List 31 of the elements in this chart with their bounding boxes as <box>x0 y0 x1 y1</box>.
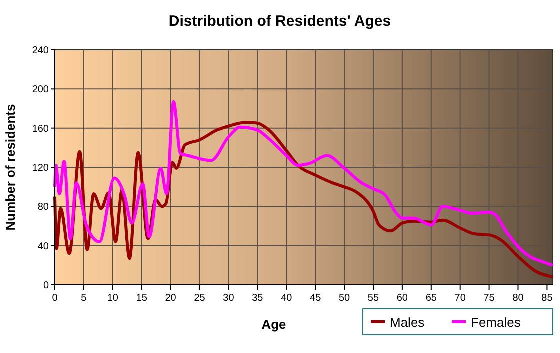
x-tick-label: 65 <box>426 293 438 304</box>
x-tick-label: 85 <box>542 293 554 304</box>
x-tick-label: 50 <box>338 293 351 304</box>
line-series <box>54 100 554 267</box>
y-tick-label: 40 <box>38 241 50 252</box>
x-tick-label: 20 <box>165 293 177 304</box>
x-tick-label: 75 <box>484 293 496 304</box>
y-tick-label: 160 <box>32 124 50 135</box>
x-axis-title: Age <box>262 317 286 332</box>
x-tick-label: 80 <box>512 293 524 304</box>
y-tick-label: 200 <box>32 84 50 96</box>
y-axis-title: Number of residents <box>3 104 18 231</box>
y-tick-label: 80 <box>38 202 50 214</box>
legend-label: Females <box>471 315 522 330</box>
x-tick-label: 0 <box>52 293 58 304</box>
x-tick-label: 60 <box>396 293 408 304</box>
legend-label: Males <box>390 315 426 330</box>
x-tick-label: 40 <box>281 293 293 304</box>
x-tick-label: 45 <box>310 293 322 304</box>
x-tick-label: 25 <box>194 293 206 304</box>
x-tick-label: 5 <box>81 293 88 304</box>
x-tick-label: 55 <box>368 293 380 304</box>
chart-title: Distribution of Residents' Ages <box>168 13 392 30</box>
x-tick-label: 70 <box>454 293 466 304</box>
x-tick-label: 30 <box>223 293 235 304</box>
y-tick-label: 120 <box>32 163 50 174</box>
y-tick-label: 240 <box>32 46 50 56</box>
y-tick-label: 0 <box>43 280 50 292</box>
x-tick-label: 15 <box>136 293 148 304</box>
x-tick-label: 35 <box>252 293 264 304</box>
x-tick-label: 10 <box>107 293 119 304</box>
